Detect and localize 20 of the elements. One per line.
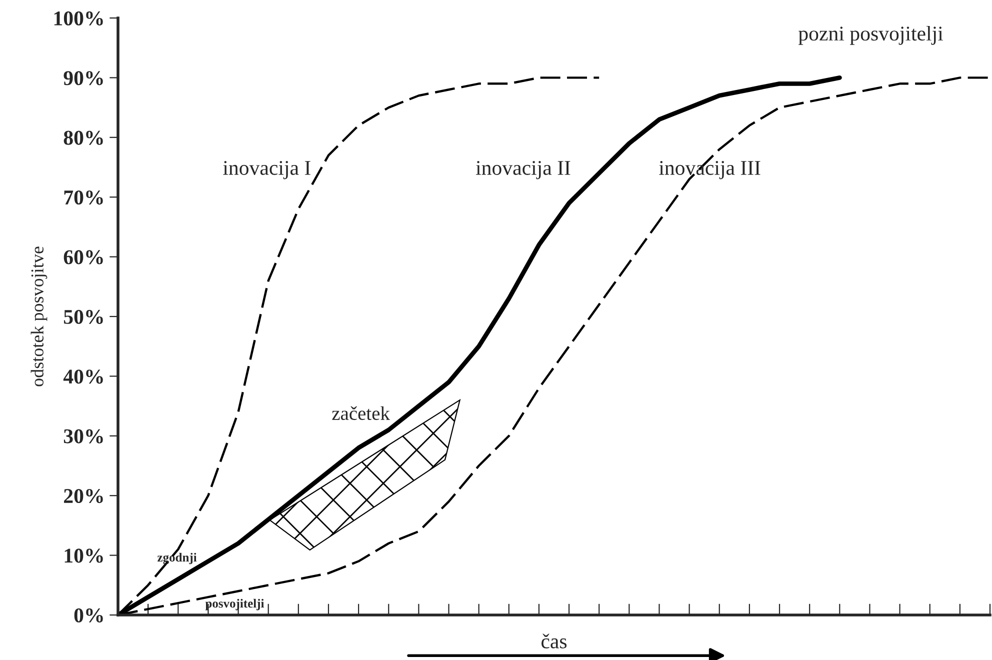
y-tick-label: 50% (64, 310, 103, 324)
y-tick-label: 40% (63, 370, 103, 384)
y-tick-label: 10% (64, 548, 103, 563)
annotation: pozni posvojitelji (798, 26, 944, 45)
y-tick-label: 0% (74, 608, 103, 622)
y-tick-label: 30% (64, 429, 103, 444)
x-axis-title: čas (541, 634, 567, 648)
annotation: zgodnji (157, 552, 197, 564)
y-tick-label: 100% (54, 11, 103, 26)
annotation: inovacija III (659, 160, 760, 180)
y-axis-title: odstotek posvojitve (30, 246, 48, 386)
y-tick-label: 60% (64, 250, 103, 264)
annotation: začetek (332, 406, 390, 420)
y-tick-label: 70% (64, 190, 103, 205)
annotation: inovacija I (223, 160, 310, 180)
y-tick-label: 90% (64, 71, 103, 86)
y-tick-label: 20% (64, 488, 103, 504)
annotation: inovacija II (476, 160, 570, 180)
y-tick-label: 80% (64, 130, 103, 145)
annotation: posvojitelji (205, 598, 264, 610)
